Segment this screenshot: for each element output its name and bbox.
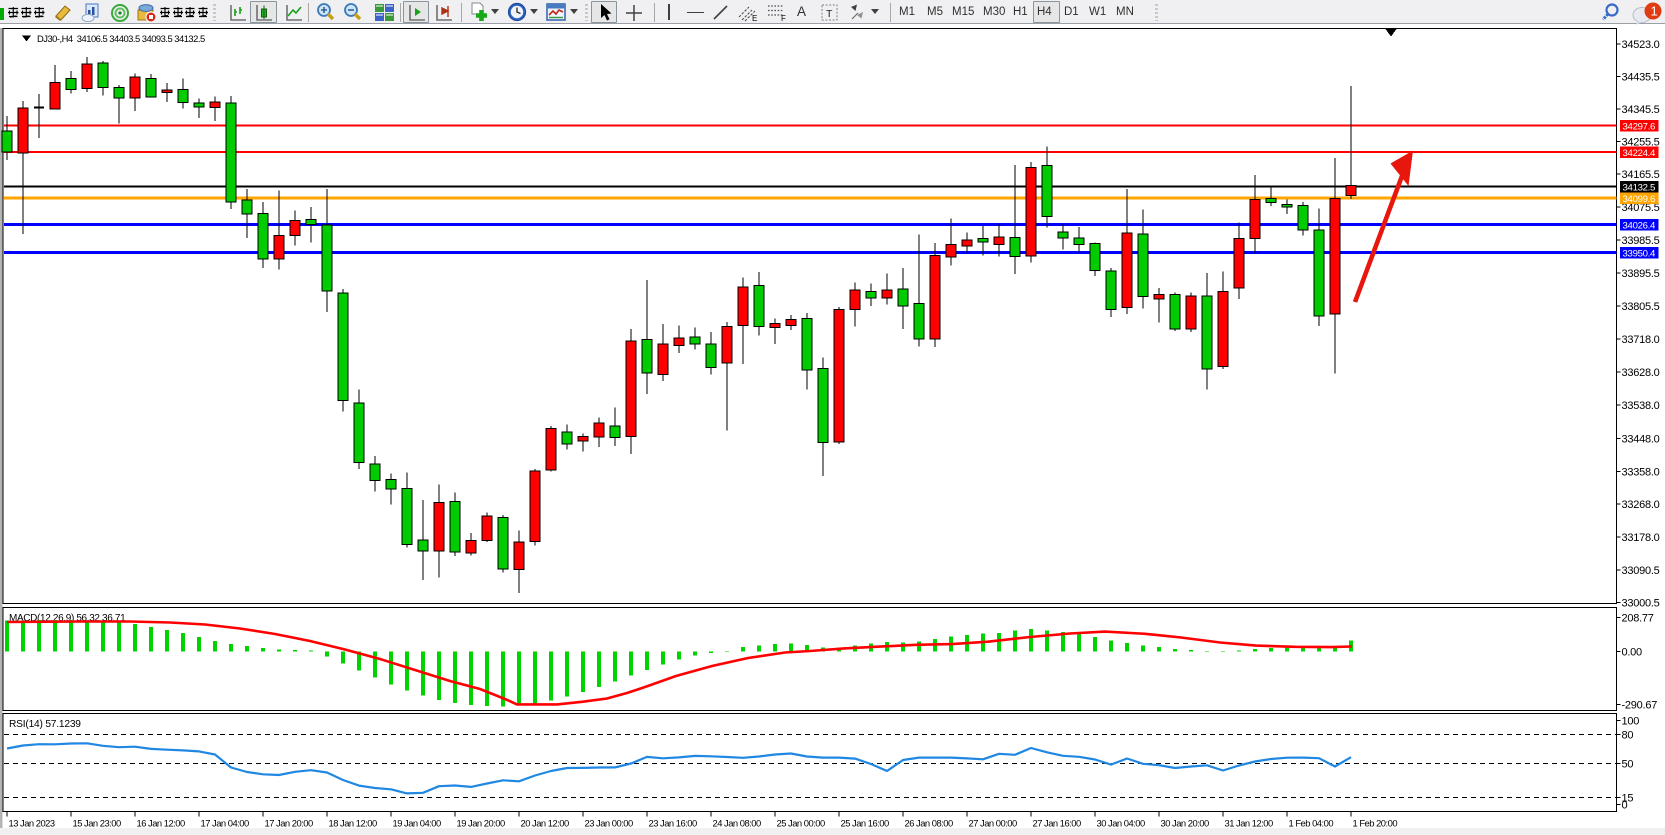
svg-text:25 Jan 00:00: 25 Jan 00:00 [777,818,825,829]
svg-text:27 Jan 16:00: 27 Jan 16:00 [1033,818,1081,829]
svg-text:27 Jan 00:00: 27 Jan 00:00 [969,818,1017,829]
svg-text:18 Jan 12:00: 18 Jan 12:00 [329,818,377,829]
svg-text:80: 80 [1622,729,1634,741]
svg-text:34297.6: 34297.6 [1623,122,1656,133]
svg-text:DJ30-,H4 34106.5 34403.5 3409: DJ30-,H4 34106.5 34403.5 34093.5 34132.5 [37,33,205,44]
svg-text:23 Jan 00:00: 23 Jan 00:00 [585,818,633,829]
svg-text:33950.4: 33950.4 [1623,249,1657,260]
svg-text:24 Jan 08:00: 24 Jan 08:00 [713,818,761,829]
svg-text:33538.0: 33538.0 [1622,400,1660,412]
svg-text:RSI(14) 57.1239: RSI(14) 57.1239 [9,719,81,730]
svg-text:34165.5: 34165.5 [1622,169,1660,181]
svg-text:34075.5: 34075.5 [1622,202,1660,214]
svg-text:34255.5: 34255.5 [1622,136,1660,148]
svg-text:1 Feb 04:00: 1 Feb 04:00 [1289,818,1334,829]
svg-text:0: 0 [1622,799,1628,811]
svg-text:1: 1 [1651,4,1658,19]
svg-text:19 Jan 20:00: 19 Jan 20:00 [457,818,505,829]
svg-text:33358.0: 33358.0 [1622,466,1660,478]
svg-text:34435.5: 34435.5 [1622,71,1660,83]
svg-text:17 Jan 04:00: 17 Jan 04:00 [201,818,249,829]
svg-text:25 Jan 16:00: 25 Jan 16:00 [841,818,889,829]
svg-text:34099.6: 34099.6 [1623,194,1656,205]
svg-text:26 Jan 08:00: 26 Jan 08:00 [905,818,953,829]
svg-text:33718.0: 33718.0 [1622,334,1660,346]
svg-text:23 Jan 16:00: 23 Jan 16:00 [649,818,697,829]
svg-text:34132.5: 34132.5 [1623,183,1656,194]
svg-text:33000.5: 33000.5 [1622,597,1660,609]
svg-text:F: F [781,14,786,23]
svg-text:T: T [826,8,833,20]
svg-text:31 Jan 12:00: 31 Jan 12:00 [1225,818,1273,829]
svg-text:15: 15 [1622,792,1634,804]
svg-text:208.77: 208.77 [1622,612,1654,624]
svg-text:15 Jan 23:00: 15 Jan 23:00 [73,818,121,829]
svg-text:33268.0: 33268.0 [1622,499,1660,511]
svg-text:33448.0: 33448.0 [1622,433,1660,445]
svg-text:33895.5: 33895.5 [1622,268,1660,280]
svg-text:33805.5: 33805.5 [1622,301,1660,313]
svg-text:13 Jan 2023: 13 Jan 2023 [9,818,55,829]
svg-text:33628.0: 33628.0 [1622,367,1660,379]
svg-text:33178.0: 33178.0 [1622,532,1660,544]
svg-text:33090.5: 33090.5 [1622,565,1660,577]
svg-text:E: E [752,14,757,23]
svg-text:34345.5: 34345.5 [1622,104,1660,116]
svg-text:16 Jan 12:00: 16 Jan 12:00 [137,818,185,829]
svg-text:34224.4: 34224.4 [1623,148,1657,159]
svg-text:50: 50 [1622,758,1634,770]
svg-text:34523.0: 34523.0 [1622,39,1660,51]
svg-text:34026.4: 34026.4 [1623,221,1657,232]
svg-text:0.00: 0.00 [1622,646,1643,658]
svg-text:MACD(12,26,9) 56.32 36.71: MACD(12,26,9) 56.32 36.71 [9,613,126,624]
svg-text:33985.5: 33985.5 [1622,235,1660,247]
svg-text:100: 100 [1622,715,1640,727]
svg-text:1 Feb 20:00: 1 Feb 20:00 [1353,818,1398,829]
svg-text:19 Jan 04:00: 19 Jan 04:00 [393,818,441,829]
svg-text:30 Jan 20:00: 30 Jan 20:00 [1161,818,1209,829]
svg-text:20 Jan 12:00: 20 Jan 12:00 [521,818,569,829]
svg-text:-290.67: -290.67 [1622,699,1658,711]
svg-text:17 Jan 20:00: 17 Jan 20:00 [265,818,313,829]
svg-text:30 Jan 04:00: 30 Jan 04:00 [1097,818,1145,829]
